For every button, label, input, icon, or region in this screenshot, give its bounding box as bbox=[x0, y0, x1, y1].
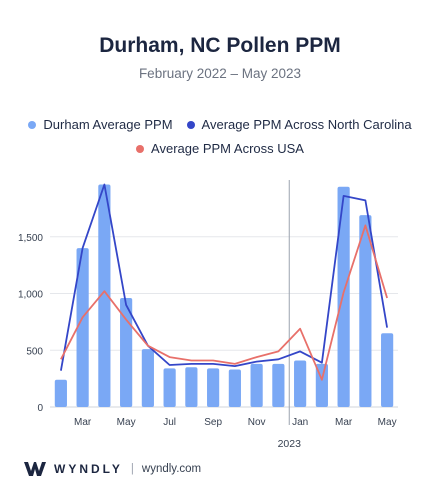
legend-dot-nc bbox=[186, 120, 195, 129]
year-label: 2023 bbox=[278, 438, 302, 450]
bar-feb-2022 bbox=[54, 379, 67, 407]
legend-dot-usa bbox=[136, 144, 145, 153]
footer: WYNDLY | wyndly.com bbox=[24, 462, 201, 476]
bar-mar-2022 bbox=[76, 248, 89, 407]
footer-separator: | bbox=[130, 463, 134, 475]
bar-jun-2022 bbox=[141, 349, 154, 407]
bar-apr-2022 bbox=[98, 184, 111, 407]
legend-item-usa: Average PPM Across USA bbox=[136, 141, 304, 156]
legend-item-durham: Durham Average PPM bbox=[28, 117, 173, 132]
x-tick-label-nov-2022: Nov bbox=[248, 417, 266, 428]
wyndly-w-logo-icon bbox=[24, 462, 46, 476]
y-tick-label-1000: 1,000 bbox=[18, 290, 43, 301]
footer-brand: WYNDLY bbox=[54, 462, 123, 476]
x-tick-label-mar-2023: Mar bbox=[335, 417, 353, 428]
chart-title: Durham, NC Pollen PPM bbox=[99, 34, 341, 57]
y-tick-label-500: 500 bbox=[26, 346, 43, 357]
bar-oct-2022 bbox=[228, 369, 241, 407]
footer-site-link[interactable]: wyndly.com bbox=[141, 463, 202, 475]
legend-label-nc: Average PPM Across North Carolina bbox=[201, 117, 412, 132]
x-tick-label-jul-2022: Jul bbox=[163, 417, 176, 428]
legend-row-1: Durham Average PPM Average PPM Across No… bbox=[0, 117, 440, 132]
bar-dec-2022 bbox=[272, 363, 285, 407]
x-tick-label-jan-2023: Jan bbox=[292, 417, 308, 428]
bar-sep-2022 bbox=[207, 368, 220, 407]
x-tick-label-sep-2022: Sep bbox=[204, 417, 222, 428]
bar-jul-2022 bbox=[163, 368, 176, 407]
bar-apr-2023 bbox=[359, 215, 372, 407]
bar-may-2022 bbox=[120, 298, 133, 407]
x-tick-label-may-2023: May bbox=[378, 417, 397, 428]
legend-label-usa: Average PPM Across USA bbox=[151, 141, 304, 156]
bar-mar-2023 bbox=[337, 186, 350, 407]
y-tick-label-1500: 1,500 bbox=[18, 233, 43, 244]
y-tick-label-0: 0 bbox=[37, 403, 43, 414]
legend-row-2: Average PPM Across USA bbox=[0, 141, 440, 156]
legend-item-nc: Average PPM Across North Carolina bbox=[186, 117, 412, 132]
series-line-nc bbox=[60, 183, 388, 371]
bar-jan-2023 bbox=[294, 360, 307, 407]
bar-may-2023 bbox=[381, 333, 394, 407]
series-line-usa bbox=[60, 224, 388, 381]
legend-dot-durham bbox=[28, 120, 37, 129]
bar-aug-2022 bbox=[185, 367, 198, 407]
x-tick-label-may-2022: May bbox=[117, 417, 136, 428]
legend-label-durham: Durham Average PPM bbox=[43, 117, 173, 132]
chart-subtitle: February 2022 – May 2023 bbox=[138, 66, 302, 81]
x-tick-label-mar-2022: Mar bbox=[74, 417, 92, 428]
bar-nov-2022 bbox=[250, 363, 263, 407]
pollen-chart: 0 500 1,000 1,500 2023 Mar May Jul Sep Nov Jan Mar M… bbox=[18, 180, 398, 450]
